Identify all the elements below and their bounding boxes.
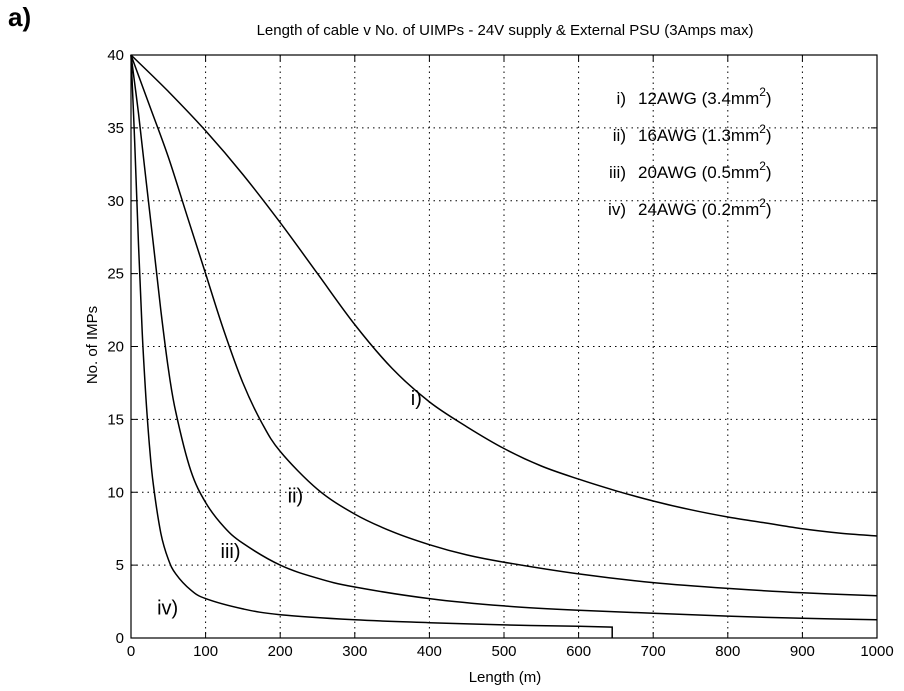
y-tick-label: 15 [107, 411, 124, 428]
series-label-4: iv) [157, 598, 178, 620]
y-axis-label: No. of IMPs [84, 306, 101, 384]
x-tick-label: 100 [193, 643, 218, 660]
legend-item-text: 20AWG (0.5mm2) [638, 159, 772, 182]
axis-ticks: 0 100 200 300 400 500 600 700 800 900 1000 0 5 10 15 20… [107, 47, 893, 660]
y-tick-label: 25 [107, 266, 124, 283]
x-axis-label: Length (m) [469, 669, 542, 686]
legend-item-roman: ii) [613, 126, 626, 145]
x-tick-label: 600 [566, 643, 591, 660]
x-tick-label: 200 [268, 643, 293, 660]
x-tick-label: 400 [417, 643, 442, 660]
series-line-4 [130, 54, 613, 638]
y-tick-label: 40 [107, 47, 124, 64]
panel-label: a) [8, 2, 32, 32]
legend: i) 12AWG (3.4mm2) ii) 16AWG (1.3mm2) iii) 20A… [608, 85, 772, 219]
legend-item-text: 12AWG (3.4mm2) [638, 85, 772, 108]
x-tick-label: 300 [342, 643, 367, 660]
grid-lines [131, 55, 877, 638]
chart-title: Length of cable v No. of UIMPs - 24V sup… [257, 22, 754, 39]
y-tick-label: 0 [116, 630, 124, 647]
series-label-3: iii) [221, 541, 241, 563]
legend-item-text: 24AWG (0.2mm2) [638, 196, 772, 219]
y-tick-label: 35 [107, 120, 124, 137]
x-tick-label: 0 [127, 643, 135, 660]
legend-item-roman: i) [617, 89, 626, 108]
series-label-1: i) [411, 388, 422, 410]
x-tick-label: 900 [790, 643, 815, 660]
series-line-2 [130, 54, 878, 597]
legend-item-roman: iv) [608, 200, 626, 219]
legend-item-roman: iii) [609, 163, 626, 182]
y-tick-label: 10 [107, 484, 124, 501]
series-layer: i) ii) iii) iv) [130, 54, 878, 638]
y-tick-label: 30 [107, 193, 124, 210]
x-tick-label: 1000 [860, 643, 893, 660]
series-line-1 [130, 54, 878, 537]
x-tick-label: 500 [491, 643, 516, 660]
x-tick-label: 800 [715, 643, 740, 660]
y-tick-label: 20 [107, 339, 124, 356]
series-line-3 [130, 54, 878, 621]
y-tick-label: 5 [116, 557, 124, 574]
series-label-2: ii) [288, 485, 304, 507]
legend-item-text: 16AWG (1.3mm2) [638, 122, 772, 145]
x-tick-label: 700 [641, 643, 666, 660]
